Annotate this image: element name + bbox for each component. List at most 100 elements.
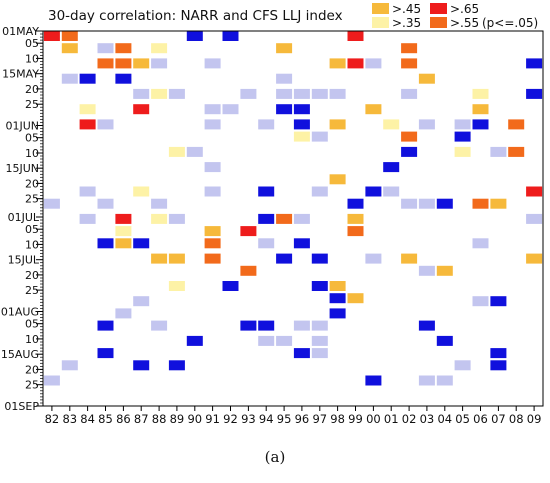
y-tick-label: 15JUN — [5, 162, 39, 175]
cell-03-d113 — [418, 375, 435, 386]
chart-title: 30-day correlation: NARR and CFS LLJ ind… — [48, 8, 343, 24]
cell-99-d9 — [347, 58, 364, 69]
cell-95-d100 — [276, 335, 293, 346]
cell-04-d100 — [436, 335, 453, 346]
cell-91-d73 — [204, 253, 221, 264]
cell-95-d60 — [276, 213, 293, 224]
x-tick-label: 88 — [152, 412, 167, 426]
cell-08-d38 — [508, 146, 525, 157]
cell-05-d38 — [454, 146, 471, 157]
cell-06-d19 — [472, 88, 489, 99]
y-tick-label: 15JUL — [8, 254, 40, 267]
cell-07-d87 — [490, 296, 507, 307]
cell-03-d55 — [418, 198, 435, 209]
cell-93-d77 — [240, 265, 257, 276]
cell-86-d9 — [115, 58, 132, 69]
cell-02-d4 — [401, 43, 418, 54]
legend-label-c45: >.45 — [392, 2, 421, 16]
cell-05-d33 — [454, 131, 471, 142]
cell-95-d19 — [276, 88, 293, 99]
cell-06-d24 — [472, 104, 489, 115]
cell-85-d55 — [97, 198, 114, 209]
cell-88-d19 — [151, 88, 168, 99]
plot-frame — [42, 30, 544, 407]
x-tick-label: 09 — [527, 412, 542, 426]
cell-98-d19 — [329, 88, 346, 99]
cell-88-d55 — [151, 198, 168, 209]
y-tick-label: 05 — [25, 318, 39, 331]
cell-85-d4 — [97, 43, 114, 54]
x-tick-label: 82 — [45, 412, 60, 426]
y-tick-label: 05 — [25, 132, 39, 145]
legend-label-sig: (p<=.05) — [482, 16, 538, 30]
y-tick-label: 05 — [25, 223, 39, 236]
cell-98-d86 — [329, 293, 346, 304]
cell-87-d9 — [133, 58, 150, 69]
legend-label-c35: >.35 — [392, 16, 421, 30]
cell-05-d29 — [454, 119, 471, 130]
cell-09-d60 — [526, 213, 543, 224]
legend: >.45 >.65 >.35 >.55 (p<=.05) — [372, 2, 538, 30]
cell-03-d95 — [418, 320, 435, 331]
cell-09-d51 — [526, 186, 543, 197]
y-tick-label: 20 — [25, 177, 39, 190]
cell-90-d100 — [186, 335, 203, 346]
y-tick-label: 15AUG — [1, 348, 39, 361]
y-tick-label: 15MAY — [2, 68, 39, 81]
cell-86-d4 — [115, 43, 132, 54]
x-tick-label: 83 — [62, 412, 77, 426]
cell-87-d24 — [133, 104, 150, 115]
cell-87-d108 — [133, 360, 150, 371]
cell-04-d113 — [436, 375, 453, 386]
y-tick-label: 25 — [25, 98, 39, 111]
cell-93-d95 — [240, 320, 257, 331]
x-tick-label: 06 — [473, 412, 488, 426]
y-tick-label: 01SEP — [4, 400, 39, 413]
cell-94-d29 — [258, 119, 275, 130]
cell-07-d108 — [490, 360, 507, 371]
cell-99-d55 — [347, 198, 364, 209]
cell-85-d29 — [97, 119, 114, 130]
cell-92-d24 — [222, 104, 239, 115]
cell-84-d29 — [79, 119, 96, 130]
cell-99-d60 — [347, 213, 364, 224]
x-tick-label: 87 — [134, 412, 149, 426]
cell-86-d64 — [115, 226, 132, 237]
cell-03-d14 — [418, 73, 435, 84]
x-tick-label: 07 — [491, 412, 506, 426]
cell-83-d4 — [61, 43, 78, 54]
x-axis: 82 83 84 85 86 87 88 89 90 91 92 93 94 95 96 97 98 99 00 01… — [45, 406, 542, 426]
legend-swatch-c35 — [372, 17, 389, 28]
cell-88-d95 — [151, 320, 168, 331]
cell-97-d73 — [311, 253, 328, 264]
x-tick-label: 02 — [402, 412, 417, 426]
cell-96-d29 — [293, 119, 310, 130]
y-tick-label: 01AUG — [1, 306, 39, 319]
cell-02-d19 — [401, 88, 418, 99]
cell-95-d14 — [276, 73, 293, 84]
x-tick-label: 89 — [170, 412, 185, 426]
y-tick-label: 20 — [25, 83, 39, 96]
cell-94-d51 — [258, 186, 275, 197]
x-tick-label: 99 — [348, 412, 363, 426]
cell-96-d33 — [293, 131, 310, 142]
cell-09-d73 — [526, 253, 543, 264]
cell-01-d43 — [383, 162, 400, 173]
cell-94-d68 — [258, 238, 275, 249]
cell-90-d0 — [186, 31, 203, 41]
cell-99-d86 — [347, 293, 364, 304]
cell-99-d64 — [347, 226, 364, 237]
y-tick-label: 01JUN — [5, 120, 39, 133]
cell-83-d14 — [61, 73, 78, 84]
cell-85-d95 — [97, 320, 114, 331]
legend-swatch-c65 — [430, 3, 447, 14]
cell-88-d4 — [151, 43, 168, 54]
cell-84-d24 — [79, 104, 96, 115]
cell-97-d95 — [311, 320, 328, 331]
x-tick-label: 04 — [437, 412, 452, 426]
cell-03-d77 — [418, 265, 435, 276]
cell-07-d55 — [490, 198, 507, 209]
x-tick-label: 90 — [187, 412, 202, 426]
correlation-chart: 30-day correlation: NARR and CFS LLJ ind… — [1, 2, 544, 426]
cell-06-d87 — [472, 296, 489, 307]
